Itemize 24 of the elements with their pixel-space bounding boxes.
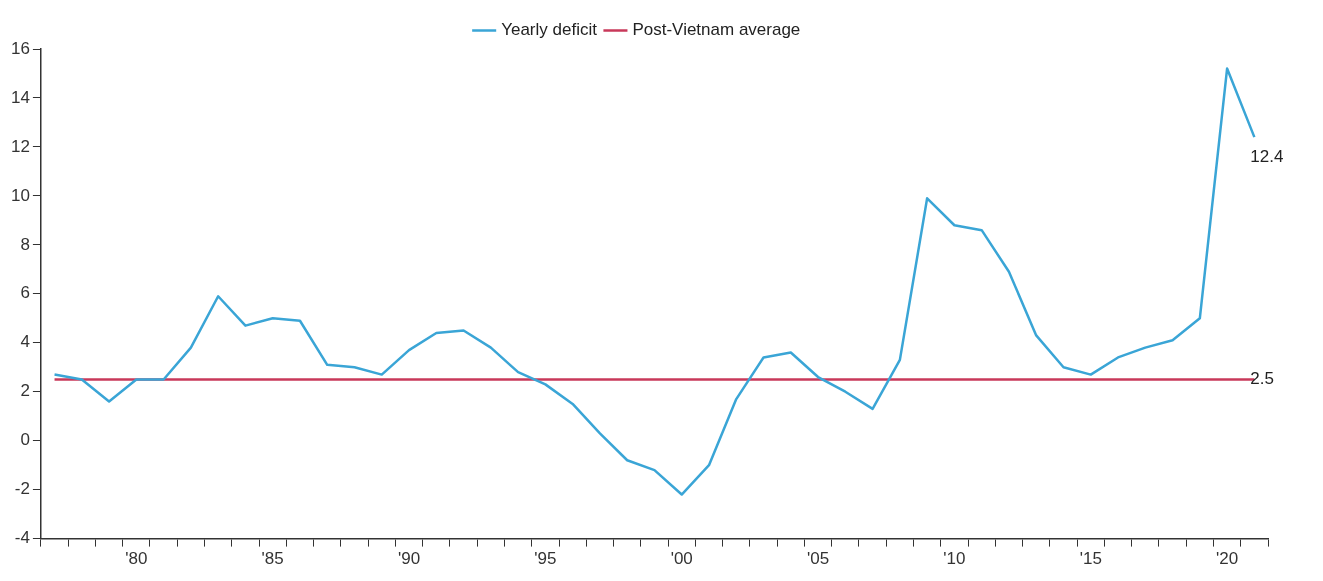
x-tick-label: '05 <box>806 549 830 569</box>
x-tick-label: '15 <box>1079 549 1102 569</box>
legend-label: Yearly deficit <box>501 20 598 40</box>
y-tick-label: 8 <box>20 234 30 254</box>
y-tick-label: 12 <box>10 136 30 156</box>
x-tick-label: '10 <box>943 549 966 569</box>
legend-label: Post-Vietnam average <box>632 20 801 40</box>
x-tick-label: '20 <box>1216 549 1239 569</box>
y-tick-label: 10 <box>10 185 30 205</box>
y-tick-label: 0 <box>20 430 30 450</box>
y-tick-label: -4 <box>14 528 30 548</box>
x-tick-label: '95 <box>534 549 557 569</box>
data-label: 12.4 <box>1250 146 1284 166</box>
y-tick-label: 14 <box>10 87 30 107</box>
y-tick-label: 4 <box>20 332 30 352</box>
y-tick-label: 6 <box>20 283 30 303</box>
y-tick-label: 2 <box>20 381 30 401</box>
x-tick-label: '90 <box>397 549 421 569</box>
x-tick-label: '00 <box>670 549 693 569</box>
y-tick-label: 16 <box>10 38 30 58</box>
x-tick-label: '85 <box>261 549 284 569</box>
y-tick-label: -2 <box>14 479 30 499</box>
x-tick-label: '80 <box>125 549 148 569</box>
data-label: 2.5 <box>1250 369 1275 389</box>
